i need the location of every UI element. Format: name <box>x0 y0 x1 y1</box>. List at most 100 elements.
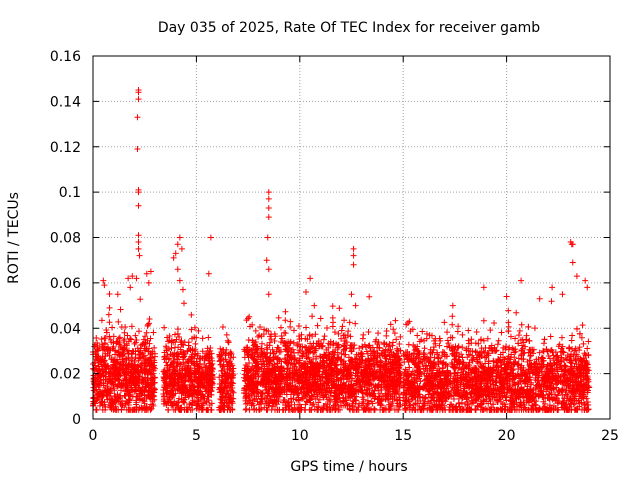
data-point <box>365 328 372 335</box>
data-point <box>125 354 132 361</box>
data-point <box>90 375 97 382</box>
data-point <box>144 377 151 384</box>
data-point <box>375 330 382 337</box>
data-point <box>115 398 122 405</box>
data-point <box>347 333 354 340</box>
data-point <box>108 339 115 346</box>
data-point <box>145 388 152 395</box>
data-point <box>126 391 133 398</box>
data-point <box>150 379 157 386</box>
data-point <box>345 328 352 335</box>
data-point <box>92 356 99 363</box>
data-point <box>127 386 134 393</box>
data-point <box>138 341 145 348</box>
data-point <box>144 371 151 378</box>
data-point <box>141 369 148 376</box>
data-point <box>103 329 110 336</box>
data-point <box>115 341 122 348</box>
data-point <box>133 401 140 408</box>
data-point <box>123 365 130 372</box>
data-point <box>117 345 124 352</box>
data-point <box>166 355 173 362</box>
data-point <box>117 401 124 408</box>
data-point <box>102 334 109 341</box>
data-point <box>121 336 128 343</box>
data-point <box>364 397 371 404</box>
data-point <box>165 396 172 403</box>
data-point <box>584 345 591 352</box>
data-point <box>576 344 583 351</box>
data-point <box>287 318 294 325</box>
data-point <box>93 386 100 393</box>
data-point <box>106 319 113 326</box>
data-point <box>97 399 104 406</box>
data-point <box>445 340 452 347</box>
data-point <box>188 326 195 333</box>
data-point <box>454 328 461 335</box>
data-point <box>99 398 106 405</box>
data-point <box>252 327 259 334</box>
data-point <box>146 320 153 327</box>
data-point <box>127 335 134 342</box>
data-point <box>197 355 204 362</box>
data-point <box>92 366 99 373</box>
data-point <box>115 318 122 325</box>
data-point <box>459 344 466 351</box>
data-point <box>110 361 117 368</box>
data-point <box>107 400 114 407</box>
data-point <box>165 406 172 413</box>
data-point <box>139 405 146 412</box>
data-point <box>303 324 310 331</box>
data-point <box>176 333 183 340</box>
data-point <box>135 352 142 359</box>
data-point <box>119 358 126 365</box>
data-point <box>516 327 523 334</box>
data-point <box>117 306 124 313</box>
data-point <box>96 370 103 377</box>
grid-lines <box>93 56 610 419</box>
data-point <box>383 327 390 334</box>
data-point <box>314 322 321 329</box>
data-point <box>119 366 126 373</box>
data-point <box>93 335 100 342</box>
data-point <box>102 387 109 394</box>
data-point <box>131 358 138 365</box>
data-point <box>98 336 105 343</box>
data-point <box>106 371 113 378</box>
data-point <box>134 369 141 376</box>
data-point <box>165 338 172 345</box>
data-point <box>136 328 143 335</box>
data-point <box>97 376 104 383</box>
data-point <box>405 341 412 348</box>
data-point <box>112 375 119 382</box>
data-point <box>143 362 150 369</box>
data-point <box>113 365 120 372</box>
data-point <box>94 339 101 346</box>
data-point <box>137 345 144 352</box>
data-point <box>132 368 139 375</box>
data-point <box>166 333 173 340</box>
data-point <box>473 329 480 336</box>
data-point <box>115 335 122 342</box>
data-point <box>145 348 152 355</box>
data-point <box>123 387 130 394</box>
data-point <box>103 392 110 399</box>
data-point <box>105 311 112 318</box>
data-point <box>142 406 149 413</box>
data-point <box>287 323 294 330</box>
data-point <box>121 404 128 411</box>
data-point <box>124 332 131 339</box>
data-point <box>107 379 114 386</box>
data-point <box>147 363 154 370</box>
data-point <box>186 400 193 407</box>
data-point <box>96 402 103 409</box>
data-point <box>192 340 199 347</box>
data-point <box>109 356 116 363</box>
data-point <box>93 380 100 387</box>
data-point <box>339 323 346 330</box>
data-point <box>127 368 134 375</box>
data-point <box>132 388 139 395</box>
data-point <box>93 391 100 398</box>
data-point <box>115 371 122 378</box>
data-point <box>123 362 130 369</box>
